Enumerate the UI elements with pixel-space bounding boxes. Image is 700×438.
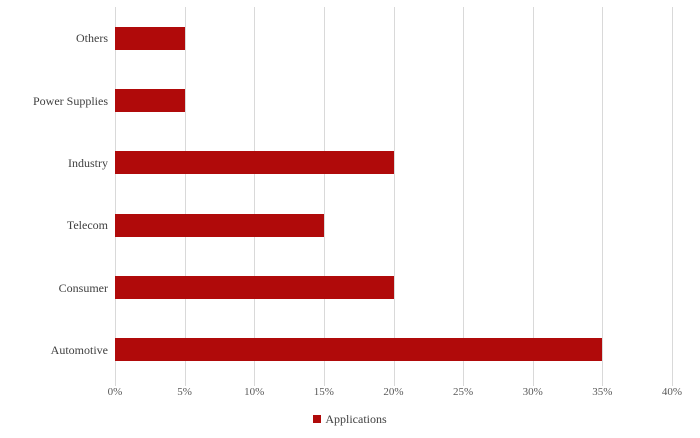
bar-consumer bbox=[115, 276, 394, 299]
category-label-power-supplies: Power Supplies bbox=[33, 94, 108, 108]
axis-tick-mark bbox=[602, 381, 604, 386]
legend-label: Applications bbox=[325, 411, 387, 426]
gridline bbox=[393, 7, 395, 381]
x-tick-label: 25% bbox=[453, 386, 474, 398]
gridline bbox=[463, 7, 465, 381]
bar-others bbox=[115, 27, 185, 50]
axis-tick-mark bbox=[672, 381, 673, 386]
bar-automotive bbox=[115, 338, 603, 361]
axis-tick-mark bbox=[254, 381, 256, 386]
category-label-industry: Industry bbox=[68, 156, 108, 170]
category-label-consumer: Consumer bbox=[58, 281, 108, 295]
axis-tick-mark bbox=[393, 381, 395, 386]
x-tick-label: 35% bbox=[592, 386, 613, 398]
bar-telecom bbox=[115, 214, 324, 237]
x-tick-label: 40% bbox=[661, 386, 683, 398]
legend-swatch-icon bbox=[313, 415, 322, 423]
bar-power-supplies bbox=[115, 89, 185, 112]
x-tick-label: 0% bbox=[107, 386, 123, 398]
axis-tick-mark bbox=[532, 381, 534, 386]
gridline bbox=[532, 7, 534, 381]
x-tick-label: 5% bbox=[177, 386, 192, 398]
category-label-automotive: Automotive bbox=[50, 343, 108, 357]
x-tick-label: 20% bbox=[383, 386, 404, 398]
axis-tick-mark bbox=[115, 381, 116, 386]
axis-tick-mark bbox=[323, 381, 325, 386]
bar-industry bbox=[115, 151, 394, 174]
x-tick-label: 15% bbox=[313, 386, 334, 398]
category-label-others: Others bbox=[76, 31, 108, 45]
gridline bbox=[323, 7, 325, 381]
category-label-telecom: Telecom bbox=[66, 218, 108, 232]
axis-tick-mark bbox=[184, 381, 186, 386]
gridline bbox=[254, 7, 256, 381]
gridline bbox=[602, 7, 604, 381]
x-tick-label: 10% bbox=[244, 386, 265, 398]
gridline bbox=[115, 7, 116, 381]
plot-area bbox=[115, 7, 673, 386]
gridline bbox=[184, 7, 186, 381]
gridline bbox=[672, 7, 673, 381]
axis-tick-mark bbox=[463, 381, 465, 386]
legend: Applications bbox=[0, 410, 700, 428]
x-tick-label: 30% bbox=[522, 386, 543, 398]
